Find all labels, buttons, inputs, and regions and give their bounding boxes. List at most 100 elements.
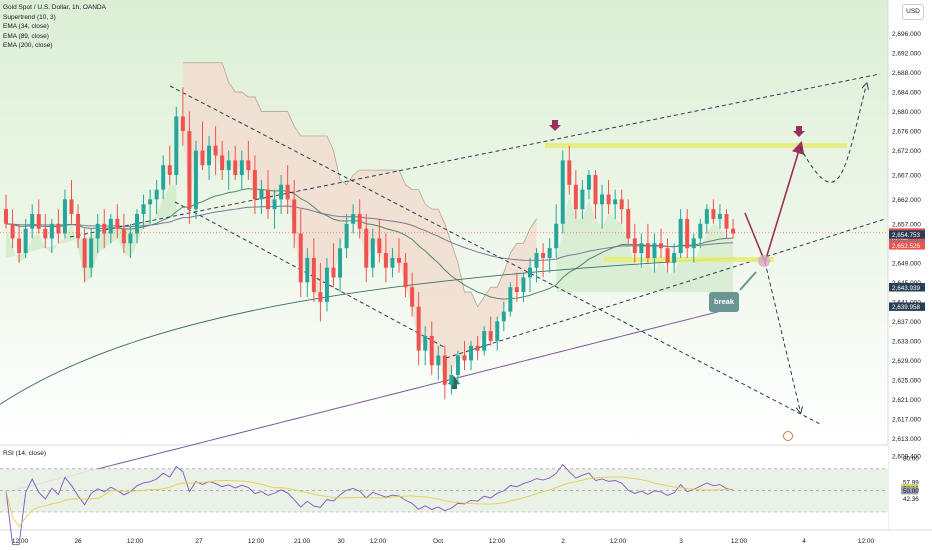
candle-body[interactable] (495, 321, 500, 341)
candle-body[interactable] (298, 233, 303, 283)
candle-body[interactable] (613, 199, 618, 205)
candle-body[interactable] (580, 189, 585, 210)
candle-body[interactable] (344, 223, 349, 249)
candle-body[interactable] (174, 116, 179, 175)
candle-body[interactable] (115, 218, 120, 229)
price-tick-label[interactable]: 2,676.000 (892, 129, 921, 136)
price-tick-label[interactable]: 2,625.000 (892, 377, 921, 384)
break-point-marker[interactable] (758, 255, 770, 267)
candle-body[interactable] (207, 145, 212, 166)
candle-body[interactable] (121, 228, 126, 244)
candle-body[interactable] (246, 160, 251, 171)
continuation-path[interactable] (799, 86, 866, 183)
candles-layer[interactable] (0, 87, 888, 400)
rsi-title[interactable]: RSI (14, close) (3, 450, 46, 457)
candle-body[interactable] (357, 214, 362, 229)
candle-body[interactable] (678, 218, 683, 254)
time-tick-label[interactable]: 12:00 (610, 538, 627, 545)
price-tick-label[interactable]: 2,692.000 (892, 51, 921, 58)
currency-button[interactable]: USD (902, 4, 924, 20)
candle-body[interactable] (272, 199, 277, 210)
candle-body[interactable] (180, 116, 185, 132)
candle-body[interactable] (619, 199, 624, 210)
price-tick-label[interactable]: 2,657.000 (892, 221, 921, 228)
candle-body[interactable] (305, 257, 310, 283)
candle-body[interactable] (62, 199, 67, 234)
candle-body[interactable] (534, 253, 539, 268)
candle-body[interactable] (672, 253, 677, 263)
candle-body[interactable] (311, 257, 316, 293)
candle-body[interactable] (89, 238, 94, 268)
candle-body[interactable] (239, 160, 244, 175)
price-tick-label[interactable]: 2,696.000 (892, 31, 921, 38)
candle-body[interactable] (56, 223, 61, 234)
event-icon[interactable] (783, 431, 793, 441)
candle-body[interactable] (233, 160, 238, 175)
symbol-title[interactable]: Gold Spot / U.S. Dollar, 1h, OANDA (3, 4, 106, 11)
rsi-level-label[interactable]: 57.99 (903, 479, 919, 486)
candle-body[interactable] (285, 184, 290, 200)
time-tick-label[interactable]: 3 (679, 538, 683, 545)
candle-body[interactable] (488, 331, 493, 341)
candle-body[interactable] (521, 277, 526, 293)
candle-body[interactable] (462, 355, 467, 361)
candle-body[interactable] (731, 228, 736, 234)
price-tick-label[interactable]: 2,617.000 (892, 416, 921, 423)
candle-body[interactable] (220, 155, 225, 171)
candle-body[interactable] (397, 257, 401, 263)
candle-body[interactable] (423, 335, 428, 351)
candle-body[interactable] (482, 331, 487, 351)
candle-body[interactable] (69, 199, 74, 215)
candle-body[interactable] (213, 145, 218, 156)
price-tick-label[interactable]: 2,662.000 (892, 197, 921, 204)
falling-channel-bottom[interactable] (174, 201, 447, 349)
candle-body[interactable] (475, 345, 480, 351)
sell-signal-arrow[interactable] (549, 120, 561, 131)
time-tick-label[interactable]: 12:00 (248, 538, 265, 545)
price-tick-label[interactable]: 2,637.000 (892, 319, 921, 326)
candle-body[interactable] (370, 238, 375, 268)
candle-body[interactable] (141, 204, 146, 215)
candle-body[interactable] (200, 150, 205, 166)
candle-body[interactable] (560, 160, 565, 224)
candle-body[interactable] (455, 355, 460, 376)
candle-body[interactable] (30, 214, 35, 229)
candle-body[interactable] (508, 287, 513, 312)
candle-body[interactable] (514, 287, 519, 293)
candle-body[interactable] (469, 345, 474, 361)
candle-body[interactable] (711, 209, 716, 219)
candle-body[interactable] (573, 184, 578, 210)
candle-body[interactable] (436, 355, 441, 366)
candle-body[interactable] (652, 243, 657, 258)
time-tick-label[interactable]: 12:00 (12, 538, 29, 545)
price-tick-label[interactable]: 2,633.000 (892, 338, 921, 345)
candle-body[interactable] (600, 194, 605, 205)
time-tick-label[interactable]: 12:00 (489, 538, 506, 545)
price-tick-label[interactable]: 2,667.000 (892, 172, 921, 179)
candle-body[interactable] (416, 306, 421, 351)
candle-body[interactable] (10, 223, 15, 239)
price-tick-label[interactable]: 2,684.000 (892, 90, 921, 97)
time-axis[interactable]: 12:00 26 12:00 27 12:00 21:00 30 12:00 Oct 12:00 2… (12, 538, 875, 545)
candle-body[interactable] (501, 311, 506, 322)
support-zone[interactable] (604, 257, 774, 262)
candle-body[interactable] (698, 223, 703, 239)
price-tick-label[interactable]: 2,609.400 (892, 454, 921, 461)
candle-body[interactable] (193, 150, 198, 210)
candle-body[interactable] (704, 209, 709, 224)
candle-body[interactable] (49, 223, 54, 239)
candle-body[interactable] (724, 214, 729, 229)
candle-body[interactable] (691, 238, 696, 249)
price-tick-label[interactable]: 2,621.000 (892, 397, 921, 404)
price-tick-label[interactable]: 2,649.000 (892, 260, 921, 267)
candle-body[interactable] (76, 214, 81, 239)
candle-body[interactable] (324, 267, 329, 302)
rsi-line[interactable] (5, 463, 734, 545)
candle-body[interactable] (17, 238, 22, 254)
candle-body[interactable] (586, 174, 591, 190)
price-tick-label[interactable]: 2,629.000 (892, 358, 921, 365)
break-callout[interactable]: break (709, 292, 739, 312)
candle-body[interactable] (292, 199, 297, 234)
candle-body[interactable] (266, 189, 270, 210)
upper-channel-line[interactable] (69, 73, 881, 238)
